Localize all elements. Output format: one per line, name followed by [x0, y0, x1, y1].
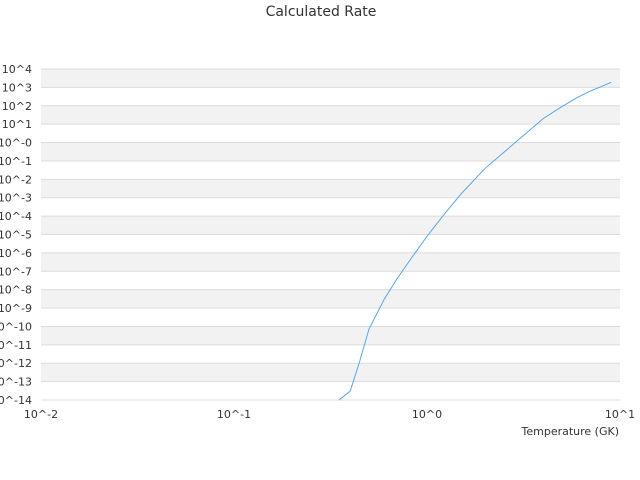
y-tick-label: 10^-9 — [0, 302, 32, 315]
grid-band — [41, 124, 620, 143]
series-line — [338, 81, 612, 401]
y-tick-label: 10^-8 — [0, 284, 32, 297]
y-tick-label: 10^-4 — [0, 210, 32, 223]
grid-band — [41, 160, 620, 180]
y-tick-label: 10^-14 — [0, 394, 32, 407]
grid-band — [41, 289, 620, 309]
x-tick-label: 10^-1 — [217, 408, 251, 421]
y-tick-label: 10^4 — [2, 63, 32, 76]
y-tick-label: 10^-12 — [0, 357, 32, 370]
grid-band — [41, 308, 620, 327]
grid-bands — [41, 68, 620, 401]
x-tick-label: 10^1 — [605, 408, 635, 421]
grid-band — [41, 363, 620, 382]
grid-band — [41, 179, 620, 198]
grid-band — [41, 197, 620, 217]
y-tick-label: 10^3 — [2, 81, 32, 94]
grid-band — [41, 326, 620, 345]
grid-band — [41, 69, 620, 88]
grid-band — [41, 381, 620, 400]
grid-band — [41, 142, 620, 161]
y-tick-label: 10^-3 — [0, 192, 32, 205]
y-tick-label: 10^-7 — [0, 265, 32, 278]
grid-band — [41, 87, 620, 106]
grid-band — [41, 271, 620, 290]
y-axis-ticks: 10^-14 10^-13 10^-12 10^-11 10^-10 10^-9 10^-8… — [0, 63, 32, 407]
y-tick-label: 10^-1 — [0, 155, 32, 168]
chart-title: Calculated Rate — [266, 4, 377, 20]
y-tick-label: 10^1 — [2, 118, 32, 131]
y-tick-label: 10^-11 — [0, 339, 32, 352]
y-tick-label: 10^-10 — [0, 320, 32, 333]
grid-band — [41, 105, 620, 125]
x-tick-label: 10^0 — [412, 408, 442, 421]
series-layer — [338, 81, 612, 401]
x-tick-label: 10^-2 — [24, 408, 58, 421]
grid-band — [41, 216, 620, 235]
y-tick-label: 10^-2 — [0, 173, 32, 186]
x-axis-title: Temperature (GK) — [521, 425, 620, 438]
y-tick-label: 10^-0 — [0, 137, 32, 150]
grid-band — [41, 252, 620, 272]
y-tick-label: 10^-5 — [0, 229, 32, 242]
x-axis-ticks: 10^-2 10^-1 10^0 10^1 — [24, 408, 635, 421]
y-tick-label: 10^-13 — [0, 376, 32, 389]
y-tick-label: 10^-6 — [0, 247, 32, 260]
y-tick-label: 10^2 — [2, 100, 32, 113]
grid-band — [41, 344, 620, 364]
grid-band — [41, 234, 620, 253]
